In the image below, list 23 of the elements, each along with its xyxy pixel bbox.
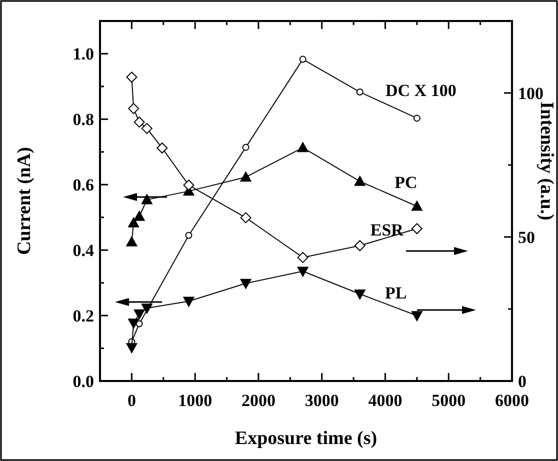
x-tick-label: 4000 [368,391,402,410]
y-tick-label: 0.4 [72,241,94,260]
y2-tick-label: 50 [518,228,535,247]
y-tick-label: 0.6 [72,176,94,195]
y-tick-label: 0.0 [72,372,94,391]
y-tick-label: 0.2 [72,306,94,326]
x-tick-label: 6000 [495,391,529,410]
x-tick-label: 3000 [304,391,339,410]
x-tick-label: 5000 [432,391,466,410]
y-axis-title: Current (nA) [14,147,35,255]
series-label: PC [394,173,418,192]
series-label: ESR [370,220,404,240]
x-tick-label: 0 [127,391,136,410]
series-label: DC X 100 [386,81,456,100]
series-label: PL [385,284,407,303]
y-tick-label: 0.8 [72,110,94,130]
x-tick-label: 1000 [178,391,212,410]
y-tick-label: 1.0 [72,44,94,64]
y2-tick-label: 100 [518,84,544,103]
x-axis-title: Exposure time (s) [234,428,378,449]
x-tick-label: 2000 [241,391,276,410]
y2-tick-label: 0 [518,372,526,391]
y2-axis-title: Intensity (a.u.) [536,102,557,220]
